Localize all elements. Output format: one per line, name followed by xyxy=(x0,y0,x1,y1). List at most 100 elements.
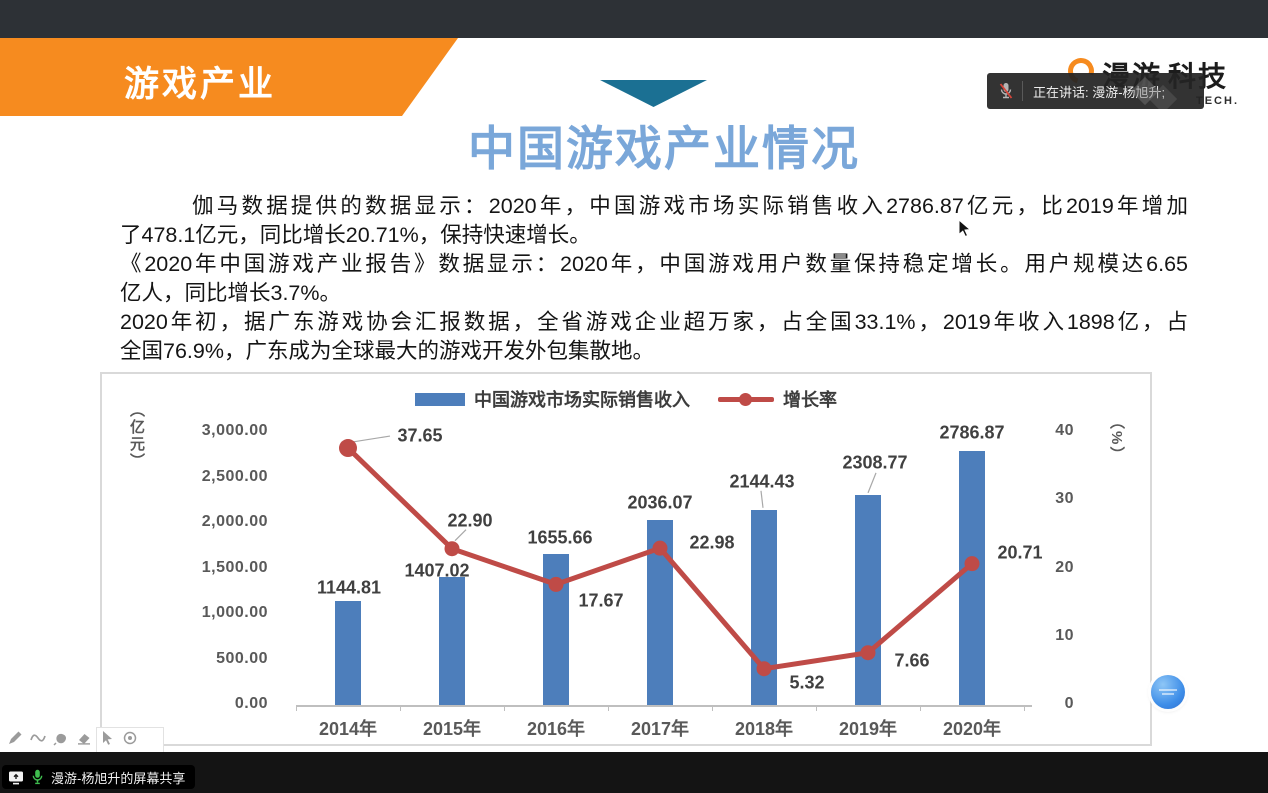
x-axis-tick-mark xyxy=(504,707,505,711)
x-axis-tick-mark xyxy=(296,707,297,711)
bar-value-label: 1144.81 xyxy=(316,577,382,598)
bar xyxy=(751,509,777,705)
legend-label: 增长率 xyxy=(783,390,837,410)
bar-value-label: 2786.87 xyxy=(939,422,1005,443)
bar-value-label: 2144.43 xyxy=(729,471,795,492)
tooltip-divider xyxy=(1022,81,1023,101)
bar xyxy=(335,600,361,705)
x-axis-line xyxy=(296,705,1032,707)
speaking-indicator-tooltip: 正在讲话: 漫游-杨旭升; xyxy=(987,73,1204,109)
logo-subtext: TECH. xyxy=(1196,95,1239,107)
active-tool-box xyxy=(96,727,164,752)
bar-series-swatch xyxy=(415,392,465,406)
left-axis-tick-label: 1,500.00 xyxy=(201,558,268,576)
microphone-muted-icon xyxy=(999,83,1013,99)
bar xyxy=(647,519,673,705)
annotation-toolbar xyxy=(6,729,138,746)
x-axis-tick-mark xyxy=(608,707,609,711)
line-series-swatch xyxy=(718,392,774,406)
floating-bubble-button[interactable] xyxy=(1151,675,1185,709)
down-triangle-decoration xyxy=(600,80,707,107)
x-axis-tick-mark xyxy=(712,707,713,711)
stamp-tool-icon[interactable] xyxy=(52,729,69,746)
line-value-label: 20.71 xyxy=(997,542,1043,563)
bar xyxy=(543,554,569,705)
microphone-active-icon xyxy=(32,769,43,785)
left-axis-unit: （亿元） xyxy=(128,402,145,470)
legend-label: 中国游戏市场实际销售收入 xyxy=(474,390,690,410)
right-axis-unit: （%） xyxy=(1108,414,1125,464)
legend-item-growth: 增长率 xyxy=(718,386,837,412)
left-axis-tick-label: 2,000.00 xyxy=(201,513,268,530)
bar-value-label: 2036.07 xyxy=(627,492,693,513)
speaking-indicator-text: 正在讲话: 漫游-杨旭升; xyxy=(1033,84,1166,100)
laser-pointer-tool-icon[interactable] xyxy=(121,729,138,746)
x-axis-tick-label: 2016年 xyxy=(526,719,586,739)
x-axis-tick-label: 2020年 xyxy=(942,719,1002,739)
x-axis-tick-label: 2015年 xyxy=(422,719,482,739)
line-value-label: 22.98 xyxy=(689,532,735,553)
line-value-label: 17.67 xyxy=(578,590,624,611)
curve-tool-icon[interactable] xyxy=(29,729,46,746)
screen-share-pill[interactable]: 漫游-杨旭升的屏幕共享 xyxy=(2,765,196,789)
right-axis-tick-label: 10 xyxy=(1055,626,1074,644)
paragraph-line: 《2020年中国游戏产业报告》数据显示：2020年，中国游戏用户数量保持稳定增长… xyxy=(120,252,1188,276)
right-axis-tick-label: 30 xyxy=(1055,490,1074,508)
banner-title: 游戏产业 xyxy=(123,65,276,104)
paragraph-line: 亿人，同比增长3.7%。 xyxy=(120,281,342,305)
select-tool-icon[interactable] xyxy=(98,729,115,746)
x-axis-tick-label: 2018年 xyxy=(734,719,794,739)
x-axis-tick-mark xyxy=(920,707,921,711)
label-leader-line xyxy=(867,472,877,494)
eraser-tool-icon[interactable] xyxy=(75,729,92,746)
paragraph-line: 全国76.9%，广东成为全球最大的游戏开发外包集散地。 xyxy=(120,339,654,363)
mouse-cursor xyxy=(958,219,972,238)
x-axis-tick-label: 2019年 xyxy=(838,719,898,739)
chart-plot-area: 3,000.00 2,500.00 2,000.00 1,500.00 1,000.00… xyxy=(102,374,1150,744)
line-value-label: 7.66 xyxy=(894,650,930,671)
line-value-label: 5.32 xyxy=(789,672,825,693)
right-axis-tick-label: 0 xyxy=(1064,695,1074,712)
line-value-label: 37.65 xyxy=(397,425,443,446)
bar xyxy=(855,494,881,705)
bottom-bar: 漫游-杨旭升的屏幕共享 xyxy=(0,752,1268,793)
left-axis-tick-label: 2,500.00 xyxy=(201,467,268,485)
left-axis-tick-label: 0.00 xyxy=(234,695,268,712)
screen-share-icon xyxy=(9,771,23,784)
paragraph-line: 伽马数据提供的数据显示：2020年，中国游戏市场实际销售收入2786.87亿元，… xyxy=(192,194,1188,218)
chart: 3,000.00 2,500.00 2,000.00 1,500.00 1,000.00… xyxy=(100,372,1152,746)
x-axis-tick-label: 2014年 xyxy=(318,719,378,739)
bar-value-label: 1407.02 xyxy=(404,560,470,581)
right-axis-tick-label: 20 xyxy=(1055,558,1074,576)
bar-value-label: 1655.66 xyxy=(527,527,593,548)
bar xyxy=(439,576,465,705)
legend-item-revenue: 中国游戏市场实际销售收入 xyxy=(415,386,690,412)
share-bar-text: 漫游-杨旭升的屏幕共享 xyxy=(51,770,186,786)
line-value-label: 22.90 xyxy=(447,510,493,531)
paragraph-line: 2020年初，据广东游戏协会汇报数据，全省游戏企业超万家，占全国33.1%，20… xyxy=(120,310,1188,334)
x-axis-tick-mark xyxy=(400,707,401,711)
label-leader-line xyxy=(454,529,467,542)
right-axis-tick-label: 40 xyxy=(1055,422,1074,439)
slide: 游戏产业 中国游戏产业情况 伽马数据提供的数据显示：2020年，中国游戏市场实际… xyxy=(0,38,1268,752)
pen-tool-icon[interactable] xyxy=(6,729,23,746)
x-axis-tick-mark xyxy=(1024,707,1025,711)
x-axis-tick-label: 2017年 xyxy=(630,719,690,739)
slide-banner xyxy=(0,38,458,116)
bar-value-label: 2308.77 xyxy=(842,452,908,473)
line-marker xyxy=(339,439,357,458)
bar xyxy=(959,451,985,705)
window-top-strip xyxy=(0,0,1268,38)
body-paragraphs: 伽马数据提供的数据显示：2020年，中国游戏市场实际销售收入2786.87亿元，… xyxy=(120,192,1188,366)
chart-legend: 中国游戏市场实际销售收入 增长率 xyxy=(102,386,1150,412)
page-title: 中国游戏产业情况 xyxy=(468,122,860,175)
left-axis-tick-label: 3,000.00 xyxy=(201,422,268,439)
label-leader-line xyxy=(351,435,391,443)
line-marker xyxy=(444,541,460,557)
label-leader-line xyxy=(760,490,764,508)
x-axis-tick-mark xyxy=(816,707,817,711)
left-axis-tick-label: 500.00 xyxy=(216,649,268,667)
paragraph-line: 了478.1亿元，同比增长20.71%，保持快速增长。 xyxy=(120,223,591,247)
left-axis-tick-label: 1,000.00 xyxy=(201,604,268,621)
